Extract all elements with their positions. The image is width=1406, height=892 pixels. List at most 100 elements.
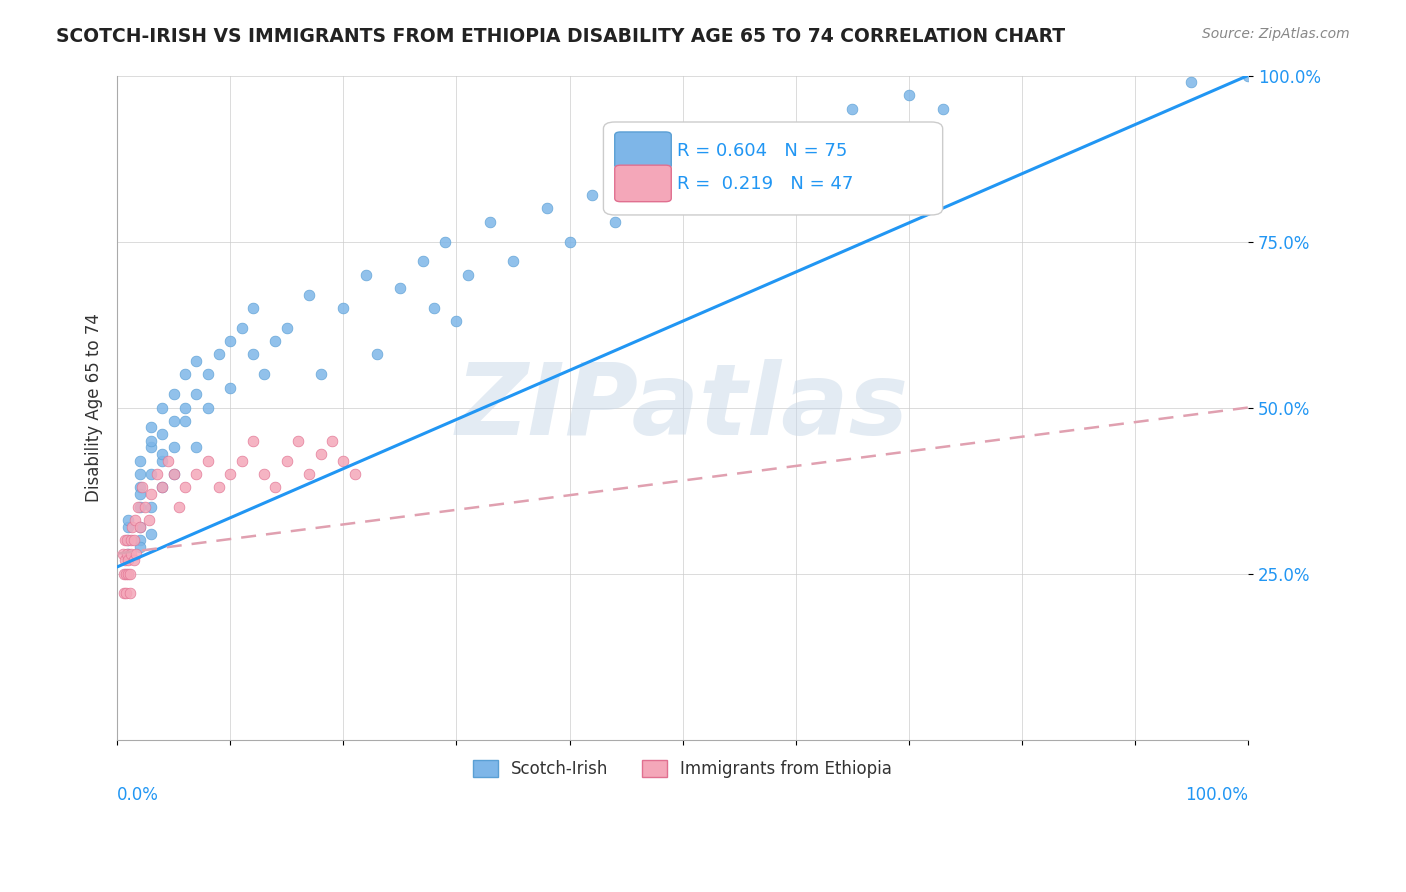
Point	[174, 414, 197, 428]
Point	[1180, 75, 1202, 89]
Point	[128, 520, 150, 534]
Point	[128, 467, 150, 481]
Point	[117, 566, 139, 581]
FancyBboxPatch shape	[614, 165, 671, 202]
Text: 100.0%: 100.0%	[1185, 786, 1249, 804]
Point	[117, 533, 139, 548]
Point	[446, 314, 468, 328]
Point	[186, 387, 208, 401]
Point	[479, 214, 502, 228]
Point	[434, 235, 457, 249]
Point	[502, 254, 524, 268]
Point	[163, 441, 186, 455]
Point	[174, 368, 197, 382]
Point	[128, 533, 150, 548]
Y-axis label: Disability Age 65 to 74: Disability Age 65 to 74	[86, 313, 103, 502]
Point	[138, 513, 160, 527]
Point	[115, 566, 138, 581]
Point	[457, 268, 479, 282]
Point	[117, 533, 139, 548]
Point	[309, 368, 332, 382]
Point	[134, 500, 156, 515]
Point	[152, 480, 174, 494]
Point	[139, 434, 162, 448]
Point	[163, 414, 186, 428]
Point	[614, 168, 637, 182]
Point	[264, 480, 287, 494]
Point	[152, 427, 174, 442]
Point	[242, 434, 264, 448]
Point	[152, 447, 174, 461]
Point	[117, 553, 139, 567]
Point	[186, 354, 208, 368]
Point	[231, 453, 253, 467]
Point	[388, 281, 411, 295]
Point	[581, 188, 603, 202]
Point	[117, 547, 139, 561]
Point	[139, 500, 162, 515]
Point	[120, 547, 142, 561]
Point	[127, 500, 149, 515]
Point	[875, 121, 897, 136]
Point	[117, 513, 139, 527]
Point	[157, 453, 180, 467]
Point	[163, 467, 186, 481]
Point	[174, 401, 197, 415]
Point	[807, 135, 830, 149]
Point	[536, 202, 558, 216]
Point	[242, 347, 264, 361]
Point	[152, 401, 174, 415]
Point	[603, 214, 626, 228]
Point	[112, 566, 135, 581]
Text: R = 0.604   N = 75: R = 0.604 N = 75	[676, 142, 848, 160]
Point	[637, 202, 659, 216]
Point	[366, 347, 388, 361]
Point	[128, 480, 150, 494]
Point	[785, 121, 807, 136]
Point	[332, 453, 354, 467]
Point	[197, 401, 219, 415]
Point	[762, 148, 785, 162]
Point	[128, 453, 150, 467]
Point	[115, 586, 138, 600]
Point	[287, 434, 309, 448]
Point	[124, 513, 146, 527]
FancyBboxPatch shape	[614, 132, 671, 169]
Point	[354, 268, 377, 282]
Point	[117, 520, 139, 534]
Point	[197, 368, 219, 382]
Point	[298, 467, 321, 481]
Point	[114, 533, 136, 548]
Legend: Scotch-Irish, Immigrants from Ethiopia: Scotch-Irish, Immigrants from Ethiopia	[467, 753, 898, 784]
Point	[411, 254, 433, 268]
Point	[219, 381, 242, 395]
Point	[309, 447, 332, 461]
Point	[145, 467, 167, 481]
Point	[112, 586, 135, 600]
Point	[174, 480, 197, 494]
Text: 0.0%: 0.0%	[117, 786, 159, 804]
Point	[169, 500, 191, 515]
Point	[208, 347, 231, 361]
Point	[128, 520, 150, 534]
Text: SCOTCH-IRISH VS IMMIGRANTS FROM ETHIOPIA DISABILITY AGE 65 TO 74 CORRELATION CHA: SCOTCH-IRISH VS IMMIGRANTS FROM ETHIOPIA…	[56, 27, 1066, 45]
Point	[298, 287, 321, 301]
FancyBboxPatch shape	[603, 122, 942, 215]
Point	[231, 321, 253, 335]
Point	[120, 533, 142, 548]
Point	[122, 533, 145, 548]
Point	[131, 480, 153, 494]
Point	[163, 467, 186, 481]
Text: Source: ZipAtlas.com: Source: ZipAtlas.com	[1202, 27, 1350, 41]
Point	[186, 441, 208, 455]
Point	[117, 547, 139, 561]
Point	[121, 520, 143, 534]
Point	[186, 467, 208, 481]
Point	[423, 301, 446, 315]
Point	[139, 467, 162, 481]
Point	[152, 480, 174, 494]
Point	[706, 168, 728, 182]
Point	[671, 148, 693, 162]
Point	[321, 434, 343, 448]
Point	[897, 88, 920, 103]
